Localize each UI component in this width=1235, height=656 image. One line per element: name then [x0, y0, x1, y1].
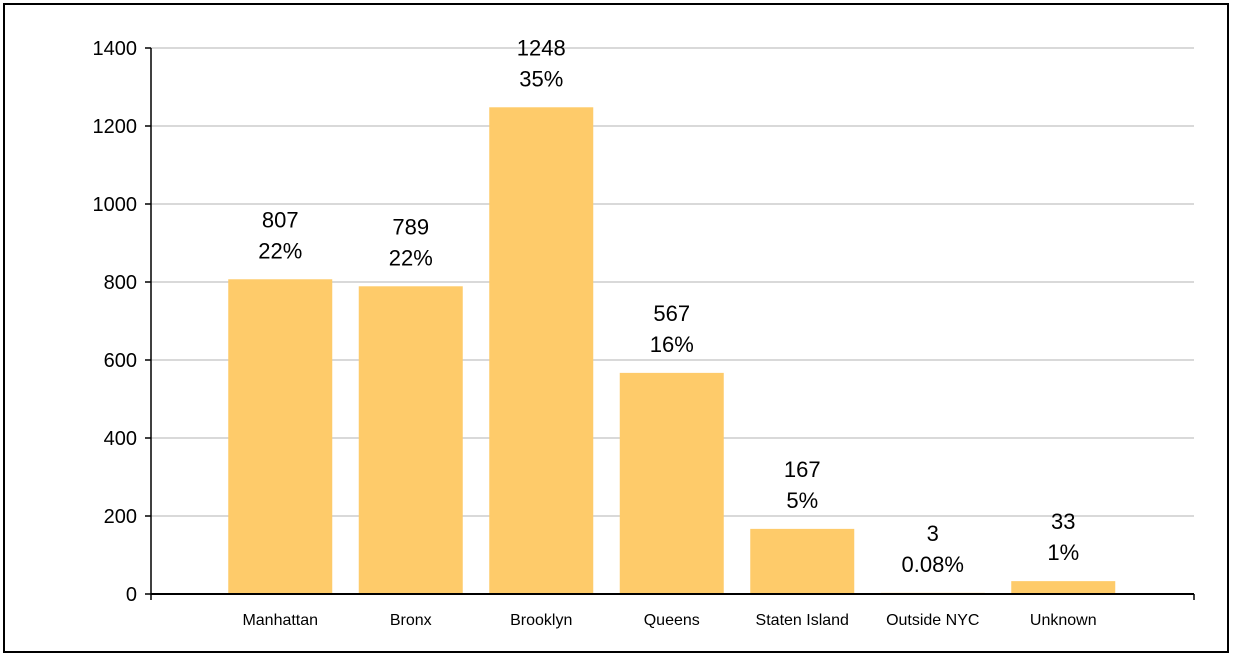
data-label-percent: 5% [786, 488, 818, 513]
y-tick-label: 1000 [93, 194, 138, 216]
bar [750, 528, 855, 594]
y-tick-label: 0 [126, 584, 137, 606]
data-label-value: 33 [1051, 509, 1075, 534]
data-labels: 807 22% 789 22% 1248 35% 567 16% 167 5% 3 0.08% 33 1% [258, 35, 1079, 577]
x-tick-label: Manhattan [242, 612, 318, 629]
data-label-percent: 35% [519, 66, 563, 91]
y-tick-label: 1400 [93, 38, 138, 60]
bar [358, 286, 463, 594]
y-tick-label: 1200 [93, 116, 138, 138]
y-tick-label: 600 [104, 350, 137, 372]
x-tick-label: Bronx [390, 612, 432, 629]
data-label-value: 3 [927, 521, 939, 546]
data-label-percent: 22% [258, 238, 302, 263]
data-label-value: 807 [262, 207, 299, 232]
data-label-percent: 0.08% [902, 552, 964, 577]
data-label-value: 167 [784, 457, 821, 482]
bar [619, 372, 724, 594]
x-axis-ticks: Manhattan Bronx Brooklyn Queens Staten Islan… [242, 612, 1096, 629]
x-tick-label: Queens [644, 612, 700, 629]
y-tick-label: 400 [104, 428, 137, 450]
data-label-value: 567 [653, 301, 690, 326]
chart-frame: 0 200 400 600 800 1000 1200 1400 Manhattan Bronx… [3, 3, 1229, 653]
data-label-value: 789 [392, 214, 429, 239]
x-tick-label: Outside NYC [886, 612, 979, 629]
bar [489, 107, 594, 594]
bar [228, 279, 333, 594]
data-label-percent: 16% [650, 332, 694, 357]
data-label-percent: 1% [1047, 540, 1079, 565]
data-label-value: 1248 [517, 35, 566, 60]
x-tick-label: Staten Island [756, 612, 849, 629]
axes [150, 48, 1195, 600]
x-tick-label: Unknown [1030, 612, 1097, 629]
bars [228, 107, 1116, 594]
y-axis-ticks: 0 200 400 600 800 1000 1200 1400 [93, 38, 151, 606]
bar-chart: 0 200 400 600 800 1000 1200 1400 Manhattan Bronx… [93, 35, 1195, 629]
bar [1011, 581, 1116, 594]
y-tick-label: 200 [104, 506, 137, 528]
x-tick-label: Brooklyn [510, 612, 572, 629]
y-tick-label: 800 [104, 272, 137, 294]
data-label-percent: 22% [389, 245, 433, 270]
